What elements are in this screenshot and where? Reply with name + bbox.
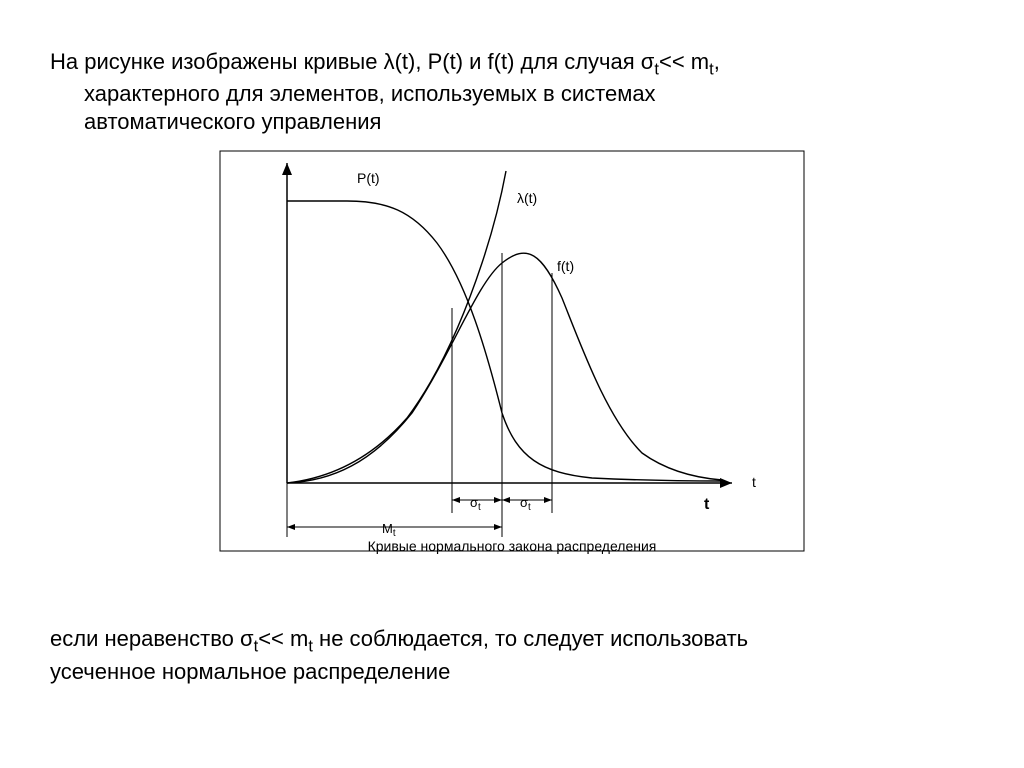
txt: << m xyxy=(258,626,308,651)
description-bottom: если неравенство σt<< mt не соблюдается,… xyxy=(50,625,974,686)
txt: На рисунке изображены кривые xyxy=(50,49,384,74)
svg-text:t: t xyxy=(704,496,710,513)
svg-text:Mt: Mt xyxy=(382,521,396,539)
chart-container: P(t) λ(t) f(t) t t σt σt MtКривые нормального з… xyxy=(50,143,974,583)
svg-text:f(t): f(t) xyxy=(557,258,574,274)
reliability-curves-chart: P(t) λ(t) f(t) t t σt σt MtКривые нормального з… xyxy=(212,143,812,583)
svg-text:t: t xyxy=(752,474,756,490)
txt: (t), P(t) и f(t) для случая σ xyxy=(395,49,655,74)
svg-text:Кривые нормального закона расп: Кривые нормального закона распределения xyxy=(368,538,657,554)
top-line-2: характерного для элементов, используемых… xyxy=(50,80,974,108)
bottom-line-2: усеченное нормальное распределение xyxy=(50,659,450,684)
top-line-3: автоматического управления xyxy=(50,108,974,136)
svg-text:σt: σt xyxy=(470,495,481,513)
svg-text:P(t): P(t) xyxy=(357,170,380,186)
bottom-line-1: если неравенство σt<< mt не соблюдается,… xyxy=(50,626,748,651)
top-line-1: На рисунке изображены кривые λ(t), P(t) … xyxy=(50,49,720,74)
svg-text:σt: σt xyxy=(520,495,531,513)
txt: не соблюдается, то следует использовать xyxy=(313,626,748,651)
txt: , xyxy=(714,49,720,74)
txt: λ xyxy=(384,49,395,74)
txt: если неравенство σ xyxy=(50,626,254,651)
txt: << m xyxy=(659,49,709,74)
svg-text:λ(t): λ(t) xyxy=(517,190,537,206)
description-top: На рисунке изображены кривые λ(t), P(t) … xyxy=(50,48,974,135)
